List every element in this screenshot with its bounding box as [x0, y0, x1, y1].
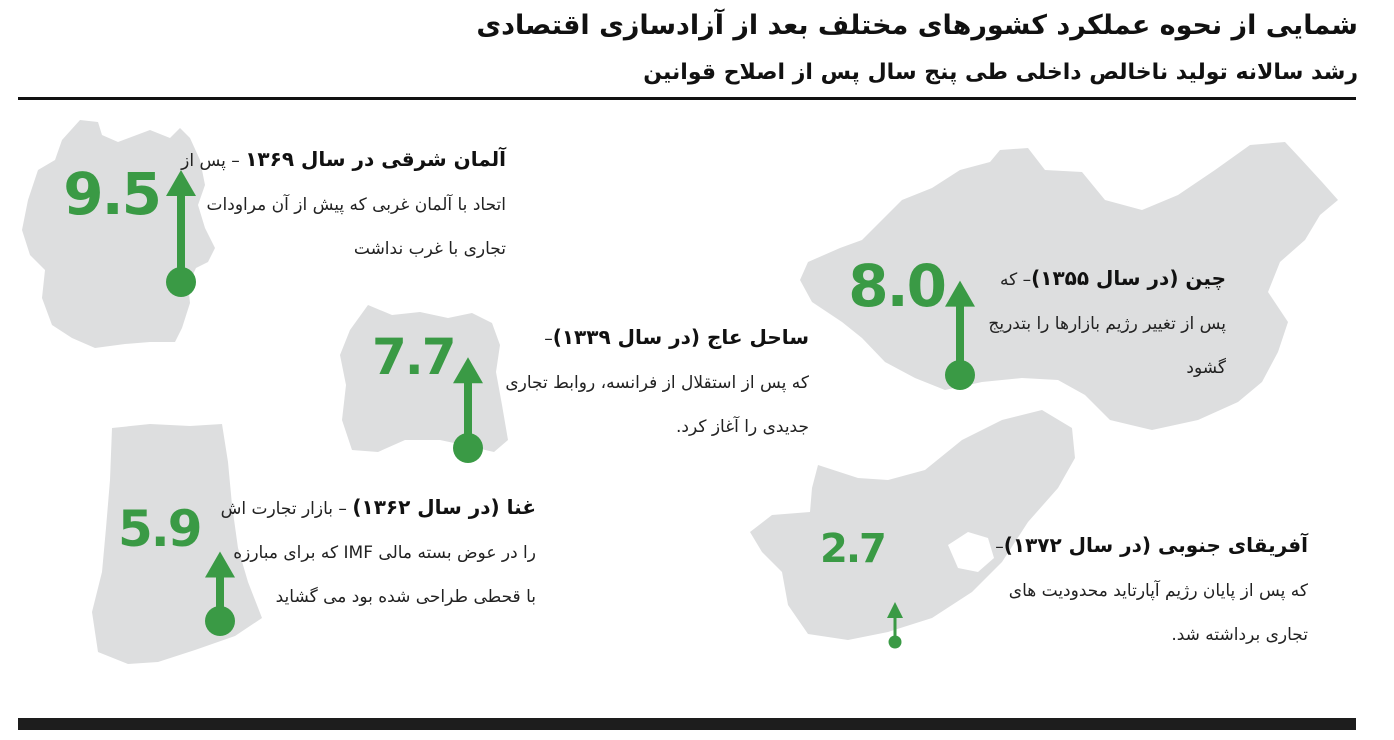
heading-tail: – که — [999, 270, 1032, 290]
annotation-line: تجاری با غرب نداشت — [353, 239, 506, 259]
annotation-line: با قحطی طراحی شده بود می گشاید — [275, 587, 536, 607]
bar-arrow — [166, 170, 196, 297]
arrow-base-dot — [888, 635, 902, 649]
header-rule — [18, 97, 1356, 100]
heading-tail: – بازار تجارت اش — [220, 499, 353, 519]
arrow-base-dot — [166, 267, 196, 297]
annotation-east-germany: آلمان شرقی در سال ۱۳۶۹ – پس از اتحاد با … — [181, 137, 506, 271]
bar-arrow — [453, 357, 483, 463]
heading-tail: – — [544, 329, 553, 349]
south-africa-map-shape — [750, 410, 1075, 640]
annotation-line: که پس از پایان رژیم آپارتاید محدودیت های — [1008, 581, 1308, 601]
annotation-line: اتحاد با آلمان غربی که پیش از آن مراودات — [206, 195, 506, 215]
lesotho-cutout — [948, 532, 994, 572]
page-subtitle: رشد سالانه تولید ناخالص داخلی طی پنج سال… — [643, 60, 1358, 85]
arrow-base-dot — [205, 606, 235, 636]
germany-map-shape — [22, 120, 215, 348]
annotation-line: جدیدی را آغاز کرد. — [676, 417, 809, 437]
annotation-china: چین (در سال ۱۳۵۵)– که پس از تغییر رژیم ب… — [988, 256, 1226, 390]
data-label: 9.5 — [63, 160, 162, 228]
data-label: 2.7 — [820, 526, 887, 572]
annotation-line: تجاری برداشته شد. — [1171, 625, 1308, 645]
data-label: 7.7 — [372, 328, 457, 386]
arrow-head — [453, 357, 483, 384]
country-heading: غنا (در سال ۱۳۶۲) — [352, 495, 536, 519]
country-heading: آفریقای جنوبی (در سال ۱۳۷۲) — [1003, 533, 1308, 557]
bar-arrow — [945, 280, 975, 390]
annotation-line: گشود — [1186, 358, 1226, 378]
heading-tail: – — [995, 537, 1004, 557]
annotation-line: پس از تغییر رژیم بازارها را بتدریج — [988, 314, 1226, 334]
annotation-line: که پس از استقلال از فرانسه، روابط تجاری — [505, 373, 809, 393]
arrow-head — [205, 551, 235, 578]
country-heading: چین (در سال ۱۳۵۵) — [1031, 266, 1226, 290]
bar-arrow — [887, 602, 903, 649]
page-title: شمایی از نحوه عملکرد کشورهای مختلف بعد ا… — [476, 10, 1358, 41]
data-label: 5.9 — [118, 500, 203, 558]
arrow-base-dot — [453, 433, 483, 463]
annotation-ivory-coast: ساحل عاج (در سال ۱۳۳۹)– که پس از استقلال… — [505, 315, 809, 449]
bar-arrow — [205, 551, 235, 636]
arrow-head — [945, 280, 975, 307]
footer-rule — [18, 718, 1356, 730]
country-heading: آلمان شرقی در سال ۱۳۶۹ — [245, 147, 506, 171]
arrow-head — [887, 602, 903, 618]
annotation-line: را در عوض بسته مالی IMF که برای مبارزه — [233, 543, 536, 563]
arrow-head — [166, 170, 196, 196]
arrow-base-dot — [945, 360, 975, 390]
annotation-ghana: غنا (در سال ۱۳۶۲) – بازار تجارت اش را در… — [221, 485, 536, 619]
annotation-south-africa: آفریقای جنوبی (در سال ۱۳۷۲)– که پس از پا… — [995, 523, 1308, 657]
heading-tail: – پس از — [181, 151, 246, 171]
data-label: 8.0 — [848, 252, 947, 320]
country-heading: ساحل عاج (در سال ۱۳۳۹) — [552, 325, 809, 349]
china-map-shape — [800, 142, 1338, 430]
